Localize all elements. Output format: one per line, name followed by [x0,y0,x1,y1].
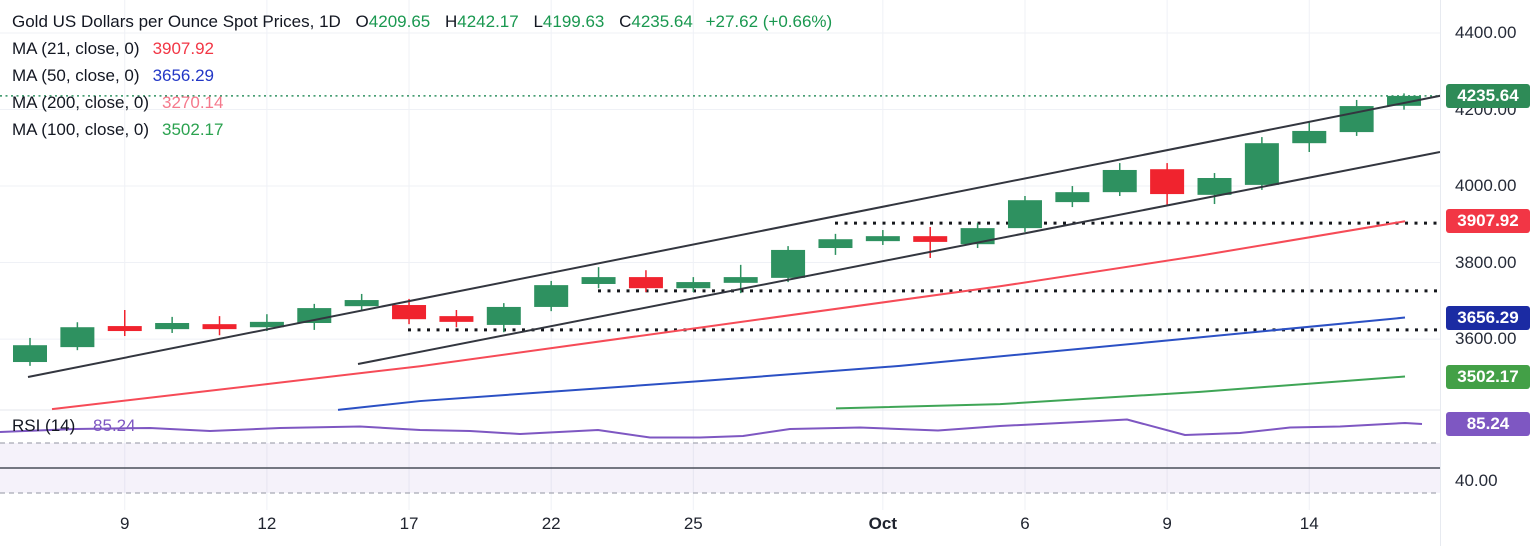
candle-body[interactable] [202,324,237,330]
time-axis-label-17: 17 [399,514,419,533]
candle-body[interactable] [581,277,616,284]
legend-indicators: MA (21, close, 0) 3907.92 MA (50, close, 0… [12,35,832,143]
ma21-line[interactable] [51,220,1406,411]
candle-body[interactable] [1150,169,1185,195]
candle-body[interactable] [534,285,569,307]
ohlc-high-value: 4242.17 [457,12,519,31]
axis-badge-85.24: 85.24 [1446,411,1530,436]
ohlc-close-value: 4235.64 [631,12,693,31]
legend-indicator-row[interactable]: MA (200, close, 0) 3270.14 [12,89,832,116]
candle-body[interactable] [155,323,190,330]
price-axis-label: 3600.00 [1455,329,1517,349]
ohlc-low-label: L [533,12,543,31]
ohlc-close-label: C [619,12,632,31]
rsi-label: RSI (14) [12,416,76,435]
legend-symbol-row[interactable]: Gold US Dollars per Ounce Spot Prices, 1… [12,8,832,35]
candle-body[interactable] [107,326,142,332]
candle-body[interactable] [1387,95,1422,106]
candle-body[interactable] [1055,192,1090,203]
candle-body[interactable] [13,345,47,363]
indicator-label: MA (200, close, 0) [12,93,150,112]
candle-body[interactable] [818,239,853,249]
ohlc-open-label: O [355,12,369,31]
indicator-value: 3502.17 [162,120,224,139]
legend-indicator-row[interactable]: MA (100, close, 0) 3502.17 [12,116,832,143]
axis-badge-3656.29: 3656.29 [1446,305,1530,330]
ohlc-low-value: 4199.63 [542,12,605,31]
candle-body[interactable] [865,236,900,242]
candle-body[interactable] [486,306,521,325]
indicator-label: MA (50, close, 0) [12,66,140,85]
candle-body[interactable] [913,236,948,242]
time-axis-label-14: 14 [1299,514,1319,533]
axis-badge-3502.17: 3502.17 [1446,364,1530,389]
time-axis-label-9: 9 [120,514,130,533]
time-axis-label-6: 6 [1020,514,1030,533]
trend-line[interactable] [357,151,1440,365]
symbol-title: Gold US Dollars per Ounce Spot Prices, 1… [12,12,341,31]
candle-body[interactable] [676,282,711,289]
candle-body[interactable] [392,305,427,320]
price-axis-label: 4000.00 [1455,176,1517,196]
ohlc-open-value: 4209.65 [368,12,431,31]
candle-body[interactable] [1197,178,1232,195]
time-axis-label-Oct: Oct [868,514,897,533]
candle-body[interactable] [1244,143,1279,185]
indicator-label: MA (100, close, 0) [12,120,150,139]
price-axis-label: 4400.00 [1455,23,1517,42]
candle-body[interactable] [1102,169,1137,193]
ohlc-high-label: H [444,12,458,31]
time-axis-label-9: 9 [1162,514,1172,533]
legend-indicator-row[interactable]: MA (50, close, 0) 3656.29 [12,62,832,89]
candle-body[interactable] [723,277,758,283]
candle-body[interactable] [439,316,474,322]
candle-body[interactable] [344,300,379,307]
legend-indicator-row[interactable]: MA (21, close, 0) 3907.92 [12,35,832,62]
indicator-value: 3907.92 [152,39,215,58]
candle-body[interactable] [1292,130,1327,144]
ma50-line[interactable] [337,316,1406,411]
time-axis-label-12: 12 [257,514,277,533]
indicator-label: MA (21, close, 0) [12,39,140,58]
rsi-axis-label: 40.00 [1455,470,1498,490]
axis-badge-4235.64: 4235.64 [1446,83,1530,108]
rsi-legend-row[interactable]: RSI (14) 85.24 [12,416,136,436]
price-axis-label: 3800.00 [1455,252,1517,272]
candle-body[interactable] [1007,200,1042,229]
candle-body[interactable] [771,249,806,278]
chart-canvas[interactable] [0,0,1440,546]
ma100-line[interactable] [835,375,1406,410]
legend: Gold US Dollars per Ounce Spot Prices, 1… [12,8,832,143]
candle-body[interactable] [628,277,663,289]
candle-body[interactable] [60,327,95,348]
indicator-value: 3656.29 [152,66,215,85]
indicator-value: 3270.14 [162,93,224,112]
price-axis[interactable]: 4400.00 4200.00 4000.00 3800.00 3600.00 40.00… [1440,0,1536,546]
rsi-line[interactable] [0,418,1423,439]
axis-badge-3907.92: 3907.92 [1446,209,1530,234]
price-change: +27.62 (+0.66%) [705,12,833,31]
candle-body[interactable] [249,321,284,328]
trend-line[interactable] [27,94,1440,378]
time-axis-label-25: 25 [683,514,703,533]
time-axis-label-22: 22 [541,514,561,533]
rsi-value: 85.24 [93,416,136,435]
